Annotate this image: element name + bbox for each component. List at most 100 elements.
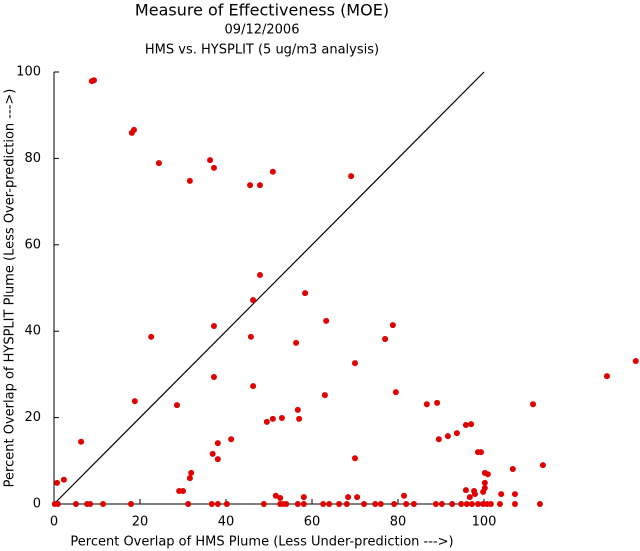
point — [54, 501, 61, 507]
point — [511, 491, 518, 498]
point — [474, 501, 481, 507]
point — [509, 466, 516, 473]
point — [208, 501, 215, 507]
point — [481, 485, 488, 492]
x-tick-label: 80 — [390, 515, 407, 530]
point — [530, 401, 537, 408]
point — [481, 479, 488, 486]
point — [148, 333, 155, 340]
chart-title: Measure of Effectiveness (MOE) — [135, 1, 389, 20]
point — [283, 501, 290, 507]
point — [361, 501, 368, 507]
point — [269, 415, 276, 422]
point — [423, 401, 430, 408]
point — [260, 501, 267, 507]
point — [410, 501, 417, 507]
point — [188, 469, 195, 476]
point — [466, 494, 473, 501]
point — [302, 290, 309, 297]
point — [90, 77, 97, 84]
point — [155, 160, 162, 167]
point — [348, 173, 355, 180]
point — [210, 164, 217, 171]
point — [462, 487, 469, 494]
point — [603, 373, 610, 380]
point — [320, 501, 327, 507]
point — [468, 501, 475, 507]
chart-subtitle: HMS vs. HYSPLIT (5 ug/m3 analysis) — [145, 43, 379, 58]
point — [263, 418, 270, 425]
point — [389, 322, 396, 329]
point — [392, 389, 399, 396]
point — [210, 323, 217, 330]
point — [498, 491, 505, 498]
point — [401, 492, 408, 499]
point — [60, 476, 67, 483]
point — [131, 398, 138, 405]
point — [294, 406, 301, 413]
point — [223, 501, 230, 507]
y-tick-label: 20 — [24, 410, 41, 425]
point — [477, 449, 484, 456]
point — [438, 501, 445, 507]
point — [210, 373, 217, 380]
point — [403, 501, 410, 507]
point — [463, 501, 470, 507]
x-tick-label: 0 — [50, 515, 58, 530]
point — [468, 421, 475, 428]
point — [256, 272, 263, 279]
y-tick-label: 40 — [24, 324, 41, 339]
point — [214, 456, 221, 463]
point — [72, 501, 79, 507]
point — [323, 317, 330, 324]
point — [294, 501, 301, 507]
point — [247, 333, 254, 340]
x-tick-label: 20 — [132, 515, 149, 530]
point — [186, 475, 193, 482]
point — [354, 494, 361, 501]
point — [87, 501, 94, 507]
y-tick-label: 80 — [24, 151, 41, 166]
x-tick-label: 100 — [472, 515, 497, 530]
x-tick-label: 60 — [304, 515, 321, 530]
point — [435, 436, 442, 443]
point — [207, 157, 214, 164]
point — [539, 462, 546, 469]
point — [453, 430, 460, 437]
point — [78, 438, 85, 445]
point — [496, 501, 503, 507]
point — [336, 501, 343, 507]
point — [352, 360, 358, 367]
y-tick-label: 100 — [16, 65, 41, 80]
chart-subtitle: 09/12/2006 — [225, 23, 300, 38]
point — [186, 177, 193, 184]
point — [214, 440, 221, 447]
point — [449, 501, 456, 507]
point — [345, 494, 352, 501]
y-tick-label: 60 — [24, 237, 41, 252]
point — [511, 501, 518, 507]
point — [247, 182, 254, 189]
point — [321, 392, 328, 399]
point — [185, 501, 192, 507]
point — [462, 421, 469, 428]
point — [536, 501, 543, 507]
point — [54, 479, 61, 486]
diagonal-line — [53, 71, 485, 505]
point — [372, 501, 379, 507]
point — [487, 501, 494, 507]
point — [444, 433, 451, 440]
point — [391, 501, 398, 507]
point — [458, 501, 465, 507]
point — [300, 494, 307, 501]
point — [632, 358, 639, 365]
point — [471, 488, 478, 495]
point — [130, 126, 137, 133]
x-axis-title: Percent Overlap of HMS Plume (Less Under… — [70, 535, 453, 550]
point — [293, 339, 300, 346]
point — [180, 488, 186, 495]
x-tick-label: 40 — [218, 515, 235, 530]
point — [296, 415, 303, 422]
point — [256, 182, 263, 189]
